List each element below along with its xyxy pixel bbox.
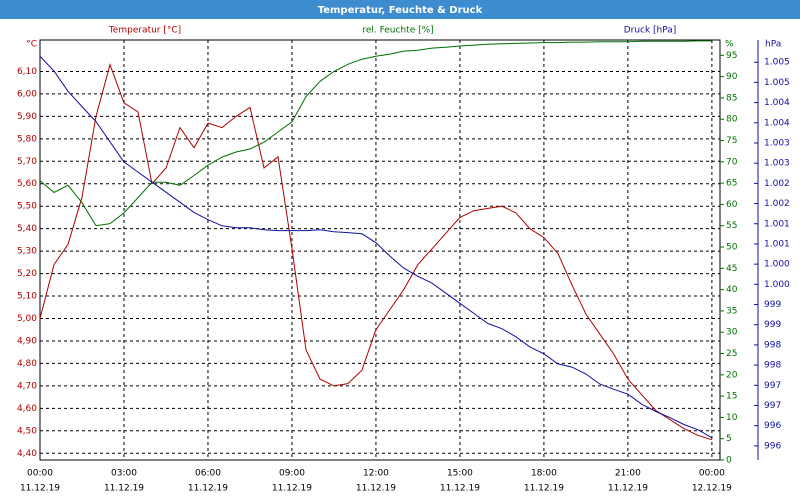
y3-tick-label: 1.001 [764,219,790,229]
y-tick-label: 5,20 [17,269,37,279]
y2-tick-label: 60 [726,200,738,210]
x-tick-label: 12:00 [363,469,389,479]
y3-unit: hPa [765,40,781,50]
y-tick-label: 5,00 [17,314,37,324]
y3-tick-label: 997 [764,401,781,411]
y3-tick-label: 998 [764,361,781,371]
y3-tick-label: 1.002 [764,199,790,209]
y2-tick-label: 10 [726,413,738,423]
y-unit: °C [26,40,37,50]
series-line [39,55,713,439]
y2-tick-label: 85 [726,93,737,103]
y3-tick-label: 1.003 [764,138,790,148]
y2-axis-label: rel. Feuchte [%] [362,26,433,36]
y3-tick-label: 998 [764,340,781,350]
y-tick-label: 6,10 [17,67,37,77]
y-tick-label: 5,90 [17,112,37,122]
y-tick-label: 5,30 [17,247,37,257]
x-tick-date: 11.12.19 [608,484,648,494]
y3-tick-label: 1.005 [764,78,790,88]
y2-tick-label: 55 [726,221,737,231]
y3-tick-label: 999 [764,300,781,310]
x-tick-label: 03:00 [111,469,137,479]
y-tick-label: 4,60 [17,404,37,414]
x-tick-date: 12.12.19 [692,484,732,494]
y-tick-label: 5,50 [17,202,37,212]
y3-tick-label: 1.000 [764,280,790,290]
x-tick-label: 15:00 [447,469,473,479]
y2-tick-label: 80 [726,115,738,125]
y2-tick-label: 0 [726,456,732,466]
y3-tick-label: 996 [764,421,781,431]
y3-tick-label: 997 [764,381,781,391]
y-tick-label: 4,50 [17,426,37,436]
y-tick-label: 6,00 [17,89,37,99]
y3-tick-label: 1.005 [764,58,790,68]
y2-unit: % [725,40,734,50]
x-tick-label: 21:00 [615,469,641,479]
title-bar [0,0,800,19]
x-tick-date: 11.12.19 [272,484,312,494]
y-tick-label: 4,80 [17,359,37,369]
y2-tick-label: 5 [726,434,732,444]
y2-tick-label: 40 [726,285,738,295]
y3-tick-label: 1.000 [764,260,790,270]
y2-tick-label: 65 [726,179,737,189]
x-tick-date: 11.12.19 [20,484,60,494]
y2-tick-label: 20 [726,370,738,380]
y3-tick-label: 1.002 [764,179,790,189]
y-tick-label: 4,40 [17,449,37,459]
x-tick-label: 06:00 [195,469,221,479]
y-tick-label: 4,90 [17,336,37,346]
y3-axis-label: Druck [hPa] [624,26,677,36]
y2-tick-label: 45 [726,264,737,274]
y3-tick-label: 996 [764,441,781,451]
x-tick-date: 11.12.19 [104,484,144,494]
x-tick-label: 09:00 [279,469,305,479]
y2-tick-label: 35 [726,306,737,316]
y2-tick-label: 95 [726,51,737,61]
y-tick-label: 5,60 [17,179,37,189]
series-line [39,63,713,441]
y-tick-label: 5,10 [17,292,37,302]
y2-tick-label: 25 [726,349,737,359]
y2-tick-label: 30 [726,328,738,338]
y2-tick-label: 90 [726,72,738,82]
y3-tick-label: 1.004 [764,118,790,128]
y2-tick-label: 50 [726,243,738,253]
x-tick-date: 11.12.19 [524,484,564,494]
y3-tick-label: 1.001 [764,239,790,249]
y-axis-label: Temperatur [°C] [108,26,181,36]
y-tick-label: 5,70 [17,157,37,167]
y3-tick-label: 999 [764,320,781,330]
y-tick-label: 5,80 [17,134,37,144]
y-tick-label: 4,70 [17,381,37,391]
y2-tick-label: 15 [726,392,737,402]
y2-tick-label: 75 [726,136,737,146]
x-tick-date: 11.12.19 [356,484,396,494]
y3-tick-label: 1.004 [764,98,790,108]
x-tick-date: 11.12.19 [440,484,480,494]
x-tick-date: 11.12.19 [188,484,228,494]
x-tick-label: 00:00 [27,469,53,479]
y-tick-label: 5,40 [17,224,37,234]
chart-title: Temperatur, Feuchte & Druck [318,5,483,16]
x-tick-label: 00:00 [699,469,725,479]
y3-tick-label: 1.003 [764,159,790,169]
y2-tick-label: 70 [726,157,738,167]
x-tick-label: 18:00 [531,469,557,479]
